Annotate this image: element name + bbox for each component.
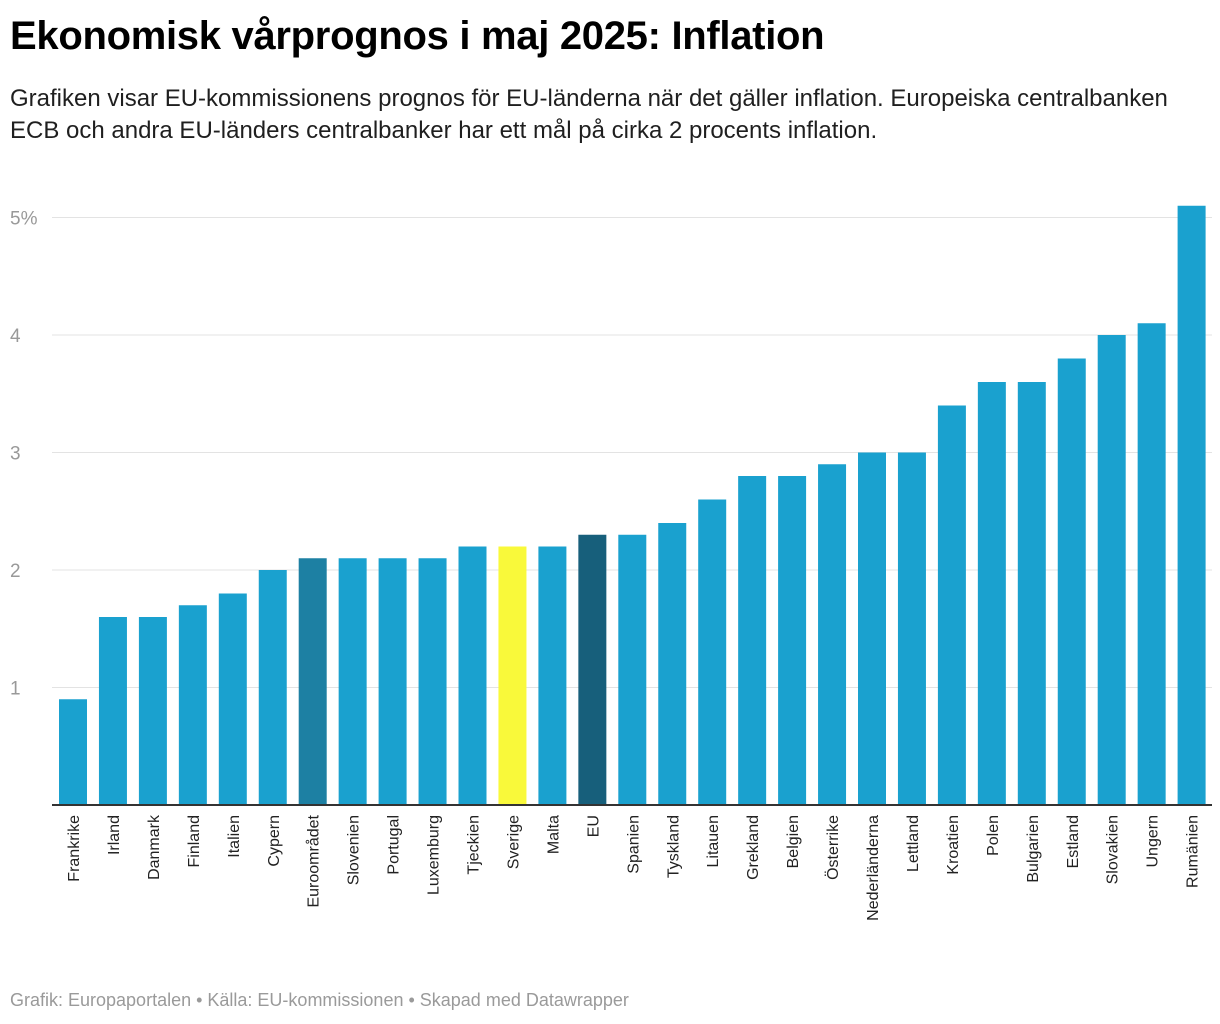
bar-finland [178,605,207,805]
x-category-label: Cypern [266,815,283,867]
bar-rumänien [1177,205,1206,805]
x-category-label: Estland [1065,815,1082,868]
bar-luxemburg [418,558,447,805]
bar-tjeckien [458,546,487,805]
x-category-label: Ungern [1145,815,1162,867]
y-tick-label: 3 [10,444,21,465]
x-category-label: Finland [186,815,203,867]
x-category-label: Malta [545,815,562,854]
x-category-label: Irland [106,815,123,855]
bar-euroområdet [298,558,327,805]
bar-lettland [897,452,926,805]
x-category-label: Belgien [785,815,802,868]
x-axis-labels: Frankrike Irland Danmark Finland Italien Cype… [66,814,1202,921]
bar-malta [538,546,567,805]
bar-frankrike [59,699,87,805]
x-category-label: Nederländerna [865,815,882,921]
bar-irland [98,617,127,805]
bars [59,205,1206,805]
x-category-label: Bulgarien [1025,815,1042,883]
bar-spanien [618,534,647,805]
x-category-label: Lettland [905,815,922,872]
x-category-label: Tyskland [665,815,682,878]
bar-bulgarien [1017,382,1046,805]
y-axis-ticks: 1 2 3 4 5% [10,209,38,700]
x-category-label: Polen [985,815,1002,856]
y-tick-label: 1 [10,679,21,700]
footer-credit: Grafik: Europaportalen • Källa: EU-kommi… [10,990,629,1010]
x-category-label: Rumänien [1185,815,1202,888]
x-category-label: Danmark [146,814,163,880]
x-category-label: Sverige [505,815,522,869]
chart-subtitle: Grafiken visar EU-kommissionens prognos … [10,85,1168,144]
bar-nederländerna [858,452,886,805]
x-category-label: Österrike [824,815,842,880]
bar-danmark [138,617,167,805]
bar-kroatien [937,405,966,805]
x-category-label: Slovakien [1105,815,1122,884]
bar-cypern [258,570,287,805]
x-category-label: Euroområdet [305,814,323,907]
x-category-label: Litauen [705,815,722,868]
x-category-label: Italien [226,815,243,858]
bar-italien [218,593,247,805]
bar-slovakien [1097,335,1126,805]
bar-estland [1057,358,1086,805]
bar-polen [977,382,1006,805]
bar-litauen [698,499,727,805]
bar-portugal [378,558,407,805]
bar-eu [578,534,607,805]
x-category-label: EU [585,815,602,837]
x-category-label: Frankrike [66,815,83,882]
y-tick-label: 4 [10,326,21,347]
bar-grekland [738,476,767,805]
x-category-label: Kroatien [945,815,962,875]
chart-title: Ekonomisk vårprognos i maj 2025: Inflati… [10,14,825,58]
x-category-label: Slovenien [346,815,363,885]
x-category-label: Tjeckien [466,815,483,875]
bar-sverige [498,546,527,805]
bar-belgien [778,476,807,805]
x-category-label: Portugal [386,815,403,875]
bar-tyskland [658,523,687,805]
y-tick-label: 5% [10,209,38,230]
x-category-label: Spanien [625,815,642,874]
y-tick-label: 2 [10,561,21,582]
bar-ungern [1137,323,1166,805]
bar-slovenien [338,558,367,805]
x-category-label: Luxemburg [426,815,443,895]
bar-österrike [818,464,847,805]
x-category-label: Grekland [745,815,762,880]
